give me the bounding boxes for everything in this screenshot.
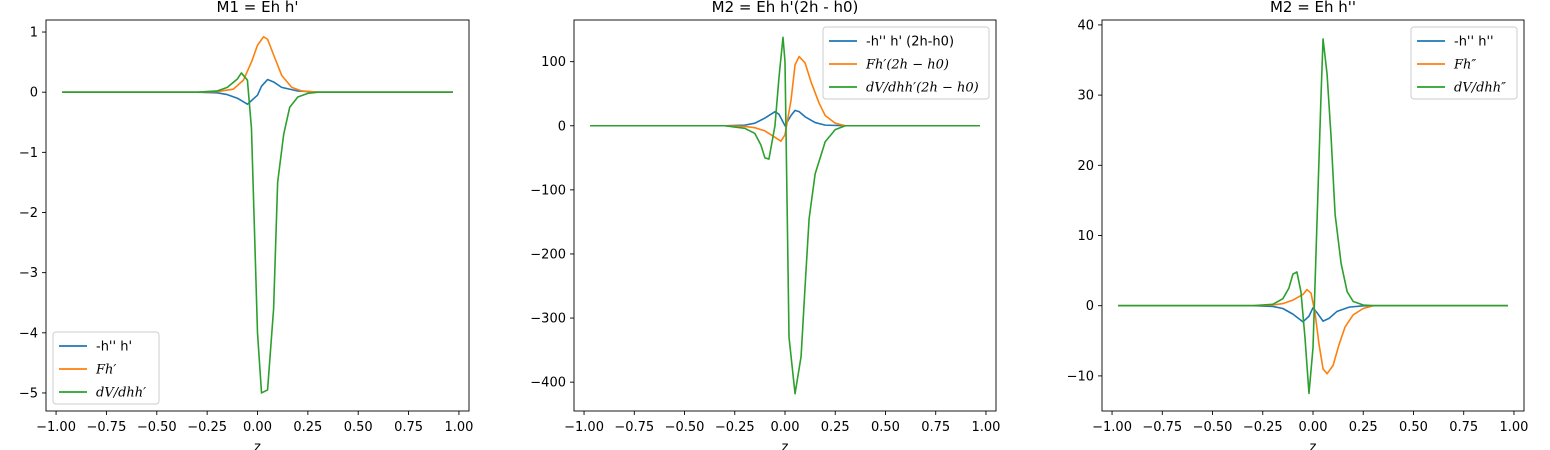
x-tick-label: 0.25 (1349, 420, 1378, 435)
x-tick-label: −0.25 (1243, 420, 1283, 435)
legend-entry: dV/dhh″ (1454, 81, 1506, 96)
x-axis-label: z (1310, 440, 1317, 450)
legend-entry: dV/dhh′ (96, 386, 146, 401)
x-tick-label: −0.25 (187, 420, 227, 435)
y-tick-label: −400 (530, 376, 566, 391)
chart-title: M1 = Eh h' (217, 0, 299, 16)
x-tick-label: 0.00 (243, 420, 272, 435)
chart-title: M2 = Eh h'(2h - h0) (712, 0, 859, 16)
chart-panel-1: −1.00 −0.75 −0.50 −0.25 0.00 0.25 0.50 0.75 1.00… (19, 0, 474, 450)
x-tick-label: 0.75 (921, 420, 950, 435)
legend-box (1410, 26, 1518, 100)
legend-box (52, 331, 160, 405)
x-axis-label: z (782, 440, 789, 450)
x-tick-label: −0.25 (715, 420, 755, 435)
x-tick-label: −0.75 (87, 420, 127, 435)
y-tick-label: −10 (1067, 369, 1094, 384)
legend-entry: Fh″ (1453, 58, 1476, 73)
legend: -h'' h' Fh′ dV/dhh′ (52, 331, 160, 405)
legend-box (822, 26, 990, 100)
x-tick-label: 0.50 (871, 420, 900, 435)
y-tick-label: 0 (30, 86, 38, 101)
y-tick-label: −5 (19, 386, 38, 401)
x-tick-label: 0.50 (1399, 420, 1428, 435)
legend: -h'' h' (2h-h0) Fh′(2h − h0) dV/dhh′(2h − … (822, 26, 990, 100)
y-tick-label: 0 (1086, 299, 1094, 314)
legend-entry: -h'' h' (96, 340, 132, 355)
x-tick-label: 1.00 (971, 420, 1000, 435)
y-tick-label: 1 (30, 26, 38, 41)
series-line-2 (590, 55, 980, 142)
x-tick-label: 0.25 (821, 420, 850, 435)
x-tick-label: −1.00 (36, 420, 76, 435)
y-tick-label: −100 (530, 183, 566, 198)
x-tick-label: 0.00 (1299, 420, 1328, 435)
x-tick-label: −0.75 (1142, 420, 1182, 435)
x-tick-label: −0.50 (1193, 420, 1233, 435)
y-tick-label: 40 (1077, 18, 1094, 33)
y-tick-label: −2 (19, 206, 38, 221)
y-tick-label: −300 (530, 312, 566, 327)
chart-panel-2: −1.00 −0.75 −0.50 −0.25 0.00 0.25 0.50 0.75 1.00… (530, 0, 1000, 450)
legend-entry: -h'' h'' (1454, 35, 1494, 50)
y-tick-label: −3 (19, 266, 38, 281)
y-tick-label: 20 (1077, 159, 1094, 174)
x-tick-label: 0.50 (344, 420, 373, 435)
series-line-3 (1118, 38, 1508, 395)
chart-title: M2 = Eh h'' (1270, 0, 1356, 16)
y-tick-label: −1 (19, 146, 38, 161)
y-tick-label: 30 (1077, 89, 1094, 104)
legend-entry: Fh′(2h − h0) (865, 58, 949, 73)
legend-entry: -h'' h' (2h-h0) (866, 35, 954, 50)
x-tick-label: 1.00 (444, 420, 473, 435)
series-line-1 (1118, 304, 1508, 323)
y-tick-label: −200 (530, 247, 566, 262)
x-tick-label: −0.50 (665, 420, 705, 435)
x-tick-label: −1.00 (1092, 420, 1132, 435)
series-line-1 (62, 78, 453, 106)
series-line-2 (1118, 288, 1508, 375)
y-tick-label: 0 (558, 119, 566, 134)
legend-entry: dV/dhh′(2h − h0) (866, 81, 979, 96)
x-tick-label: 0.75 (394, 420, 423, 435)
legend-entry: Fh′ (95, 363, 116, 378)
series-line-2 (62, 36, 453, 93)
x-tick-label: 0.00 (771, 420, 800, 435)
x-tick-label: 0.25 (293, 420, 322, 435)
y-tick-label: 10 (1077, 229, 1094, 244)
legend: -h'' h'' Fh″ dV/dhh″ (1410, 26, 1518, 100)
series-line-3 (62, 72, 453, 394)
x-tick-label: −0.50 (137, 420, 177, 435)
x-tick-label: 1.00 (1499, 420, 1528, 435)
y-tick-label: −4 (19, 326, 38, 341)
y-tick-label: 100 (541, 55, 566, 70)
chart-panel-3: −1.00 −0.75 −0.50 −0.25 0.00 0.25 0.50 0.75 1.00… (1067, 0, 1529, 450)
x-tick-label: −1.00 (564, 420, 604, 435)
x-axis-label: z (254, 440, 261, 450)
x-tick-label: −0.75 (614, 420, 654, 435)
series-line-3 (590, 36, 980, 395)
x-tick-label: 0.75 (1449, 420, 1478, 435)
